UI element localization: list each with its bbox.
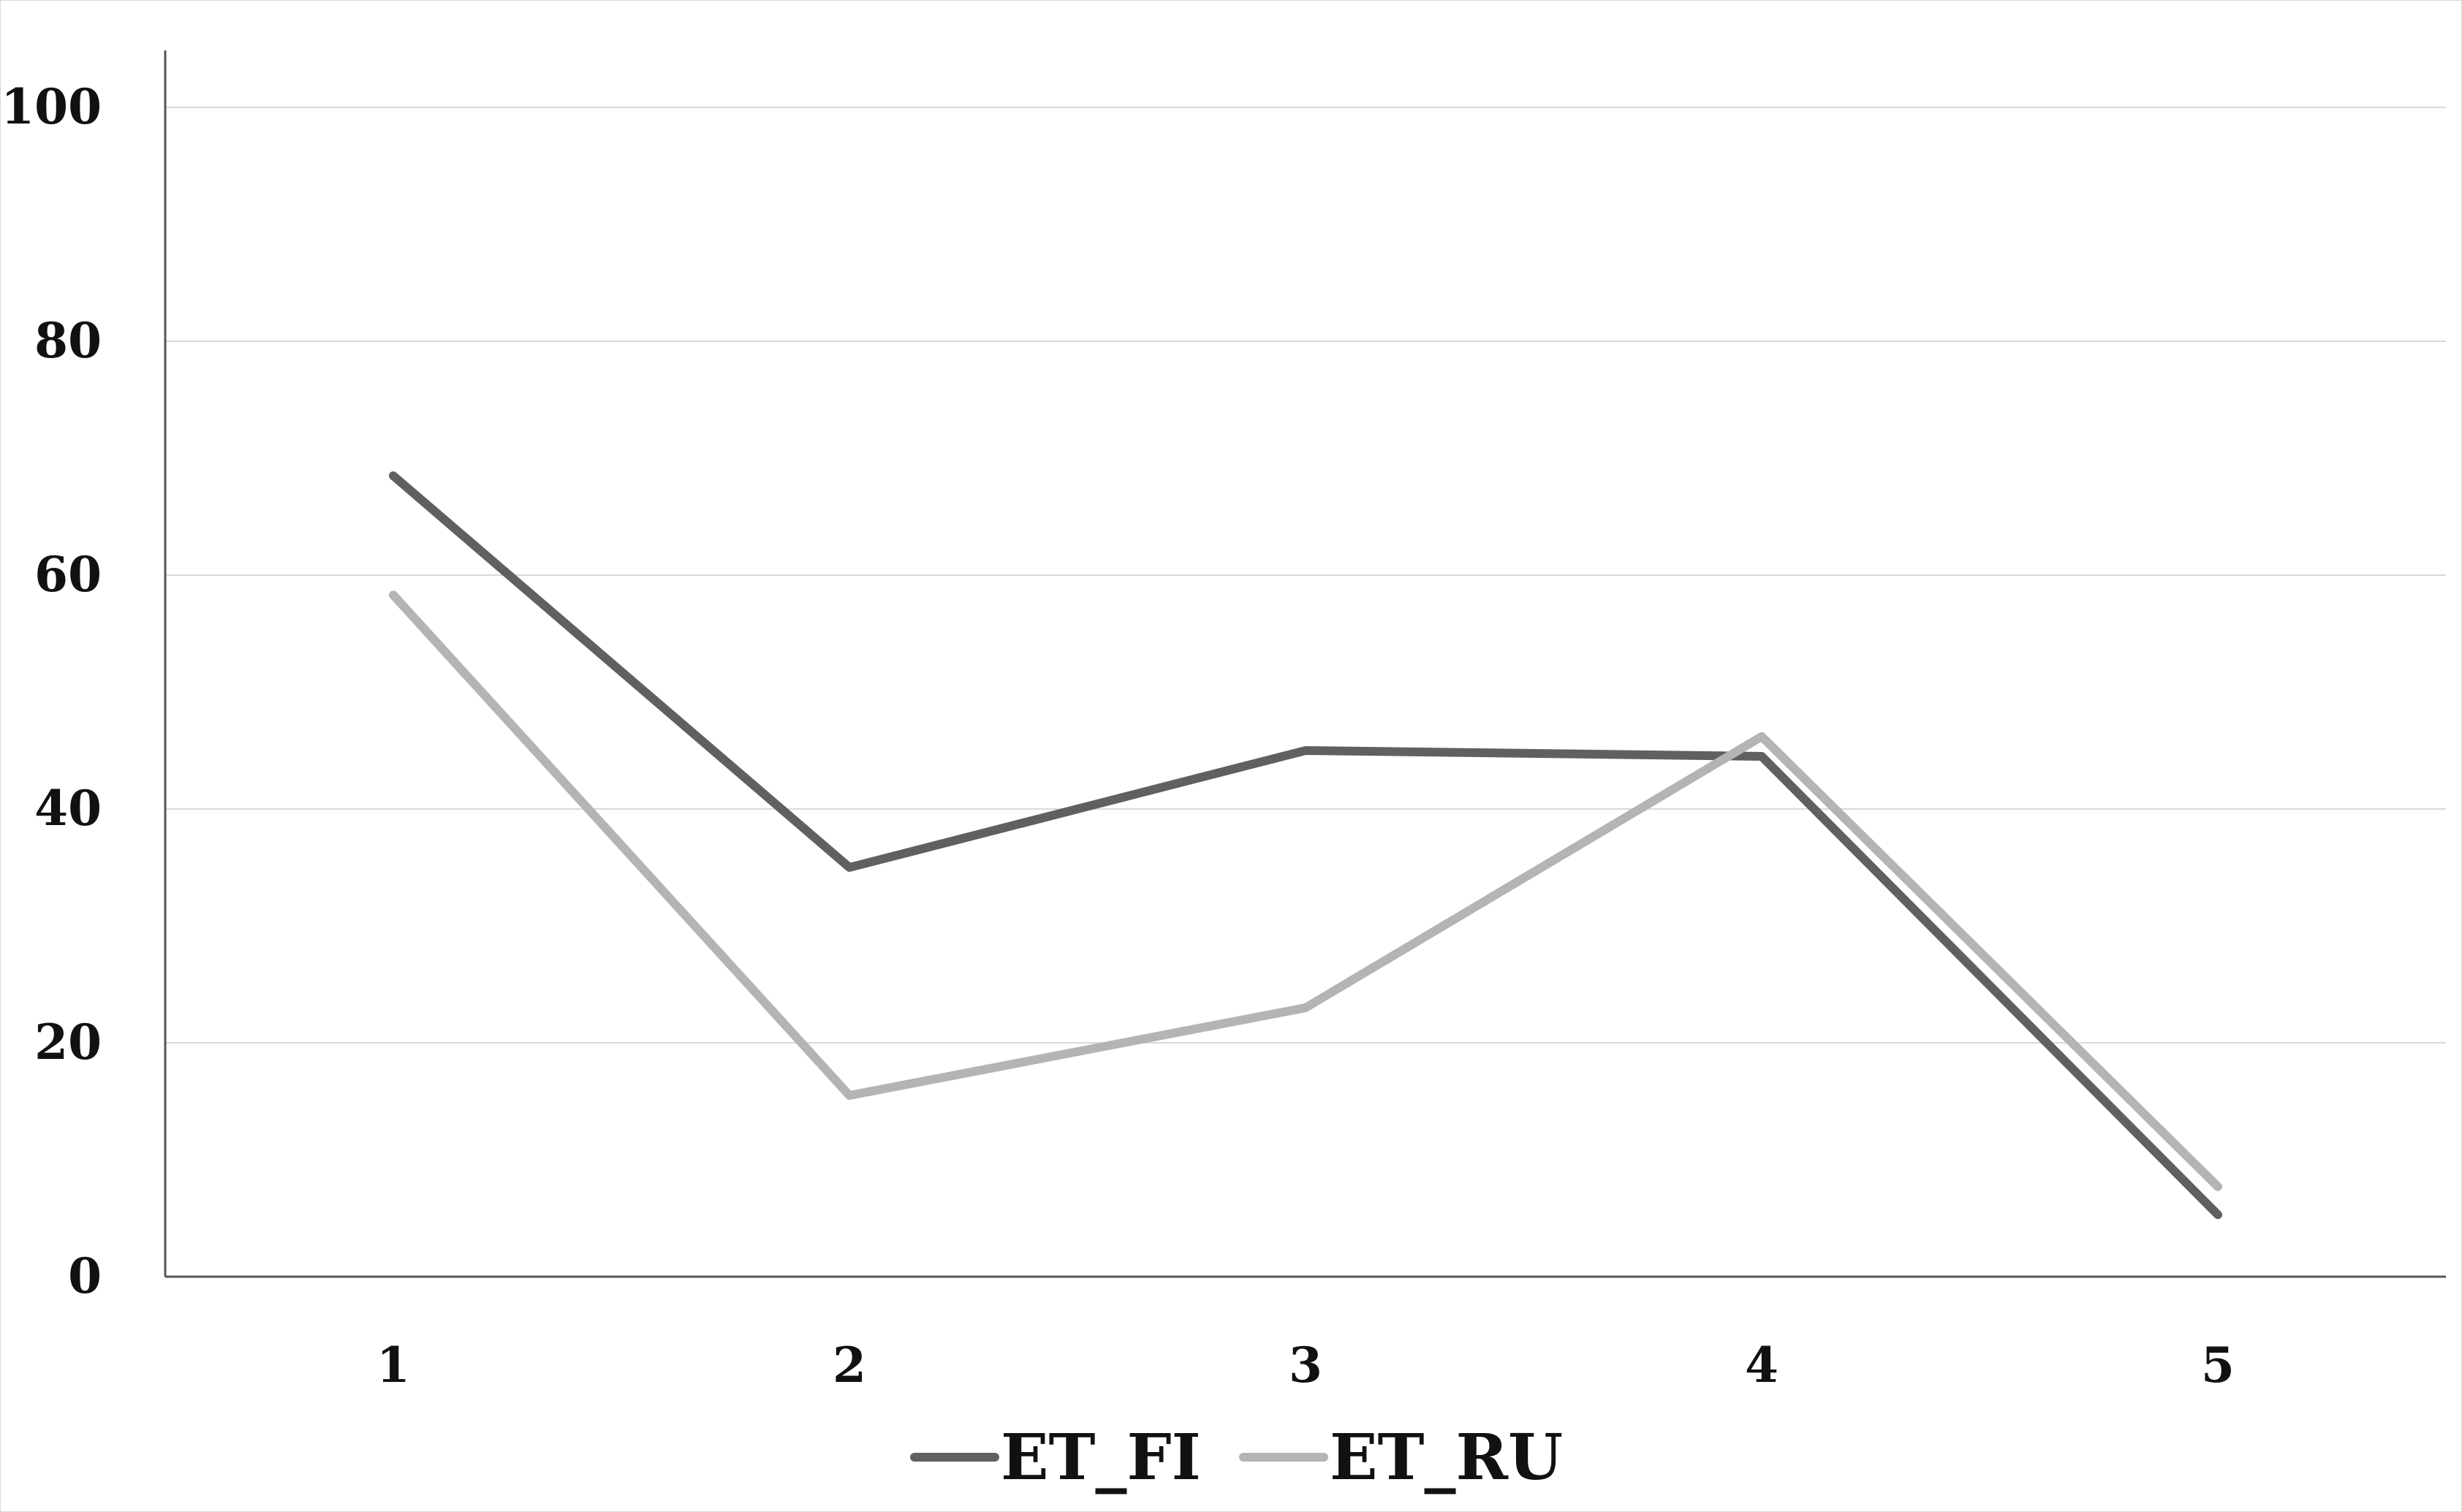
x-tick-label: 1 xyxy=(376,1337,410,1394)
x-tick-label: 3 xyxy=(1289,1337,1322,1394)
x-tick-label: 2 xyxy=(833,1337,866,1394)
y-tick-label: 40 xyxy=(34,780,102,837)
axes xyxy=(164,50,2446,1278)
y-tick-label: 80 xyxy=(34,312,102,369)
series-line-et-ru xyxy=(389,590,2222,1191)
legend-label: ET_FI xyxy=(1001,1421,1201,1494)
y-tick-label: 20 xyxy=(34,1014,102,1071)
legend: ET_FI ET_RU xyxy=(910,1421,1563,1494)
x-tick-label: 4 xyxy=(1745,1337,1779,1394)
x-tick-labels: 1 2 3 4 5 xyxy=(376,1337,2235,1394)
gridlines xyxy=(165,107,2446,1044)
series-lines xyxy=(389,471,2222,1220)
series-line-et-fi xyxy=(389,471,2222,1220)
y-tick-labels: 0 20 40 60 80 100 xyxy=(1,78,102,1304)
y-tick-label: 0 xyxy=(68,1247,102,1304)
x-tick-label: 5 xyxy=(2201,1337,2235,1394)
legend-label: ET_RU xyxy=(1330,1421,1563,1494)
y-tick-label: 60 xyxy=(34,546,102,603)
y-tick-label: 100 xyxy=(1,78,102,135)
